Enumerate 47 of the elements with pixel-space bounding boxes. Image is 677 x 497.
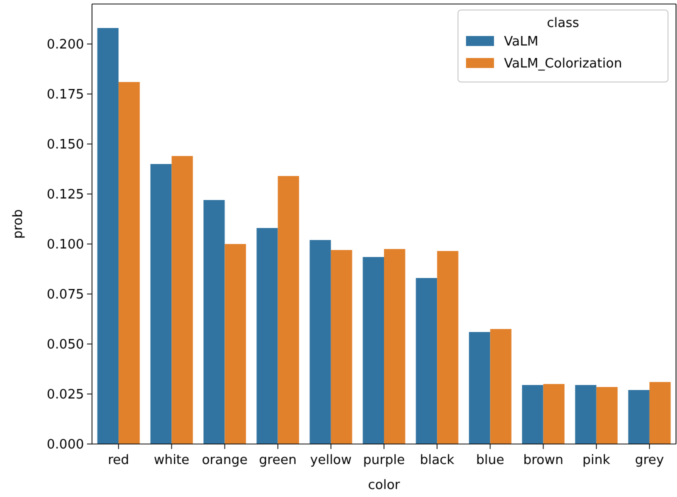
x-tick-label: green: [259, 453, 297, 468]
y-tick-label: 0.050: [46, 338, 84, 353]
legend-title: class: [546, 16, 580, 31]
x-tick-label: black: [420, 453, 455, 468]
bar: [203, 200, 225, 444]
bar: [596, 387, 618, 444]
y-tick-label: 0.125: [46, 188, 84, 203]
bar: [330, 250, 352, 444]
y-tick-label: 0.100: [46, 238, 84, 253]
x-tick-label: grey: [634, 453, 664, 468]
bar: [468, 332, 490, 444]
x-tick-label: red: [108, 453, 130, 468]
bar: [278, 176, 300, 444]
x-tick-label: blue: [476, 453, 504, 468]
bar: [118, 82, 140, 444]
bar: [97, 28, 119, 444]
y-tick-label: 0.150: [46, 138, 84, 153]
bar: [224, 244, 246, 444]
y-tick-label: 0.000: [46, 438, 84, 453]
x-tick-label: yellow: [310, 453, 352, 468]
bar: [384, 249, 406, 444]
bar: [310, 240, 331, 444]
x-tick-label: purple: [363, 453, 405, 468]
x-tick-label: brown: [523, 453, 564, 468]
x-axis-title: color: [368, 478, 401, 493]
bar: [628, 390, 650, 444]
x-tick-label: orange: [202, 453, 248, 468]
bar: [256, 228, 278, 444]
y-axis-title: prob: [11, 209, 26, 239]
bar: [522, 385, 544, 444]
bar: [437, 251, 458, 444]
y-tick-label: 0.200: [46, 38, 84, 53]
bar: [150, 164, 172, 444]
x-tick-label: white: [154, 453, 190, 468]
y-tick-label: 0.075: [46, 288, 84, 303]
legend-label: VaLM: [504, 34, 538, 50]
bar: [362, 257, 384, 444]
bar: [490, 329, 512, 444]
bar: [172, 156, 193, 444]
bar: [416, 278, 438, 444]
legend-label: VaLM_Colorization: [504, 56, 622, 72]
x-tick-label: pink: [582, 453, 611, 468]
y-tick-label: 0.175: [46, 88, 84, 103]
bar: [543, 384, 565, 444]
bar: [575, 385, 596, 444]
y-tick-label: 0.025: [46, 388, 84, 403]
bar: [649, 382, 671, 444]
